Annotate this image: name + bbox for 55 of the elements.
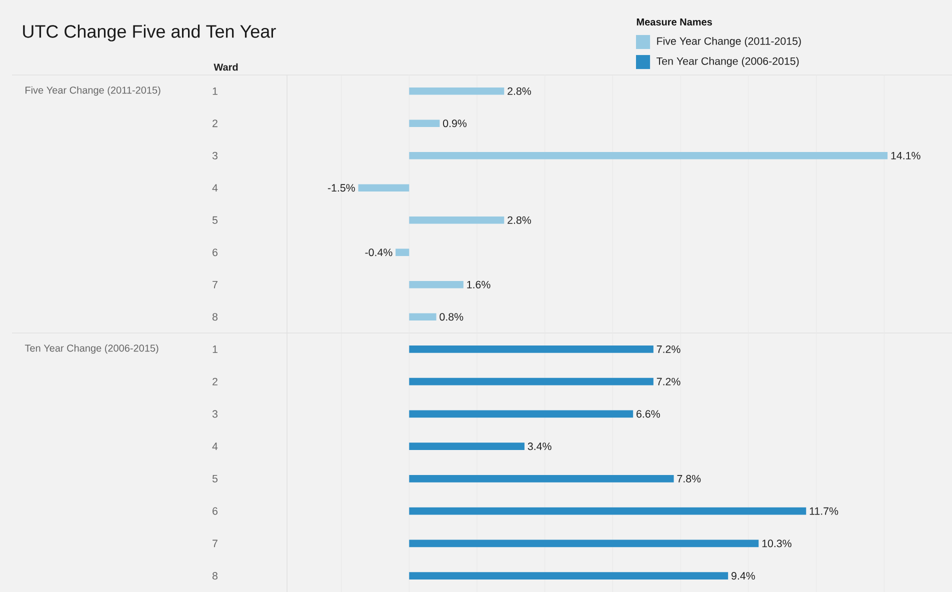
bar [409,216,504,224]
bar [409,475,674,482]
text: UTC Change Five and Ten Year [23,24,276,42]
y-tick-label: 3 [212,152,218,160]
data-label: 3.4% [528,442,552,450]
data-label: 9.4% [732,572,755,580]
bar [409,280,464,288]
data-label: -0.4% [365,248,392,256]
data-label: 7.2% [656,345,680,353]
data-label: 7.8% [677,474,701,482]
data-label: 10.3% [762,540,792,548]
legend-title: Measure Names [636,18,712,26]
y-tick-label: 8 [212,313,218,321]
y-tick-label: 7 [212,280,218,288]
bar [409,540,759,548]
data-label: 11.7% [810,507,838,515]
data-label: 0.8% [440,313,464,321]
y-tick-label: 4 [212,442,218,450]
data-label: 6.6% [636,410,660,418]
data-label: 2.8% [508,216,532,224]
bar [409,87,504,95]
y-tick-label: 1 [212,87,218,95]
y-tick-label: 6 [212,248,218,256]
bar [409,572,728,580]
bar [409,346,654,353]
y-tick-label: 5 [212,216,218,224]
data-label: 14.1% [891,152,920,160]
bar [409,378,654,386]
bar [409,152,888,160]
data-label: 7.2% [656,378,680,386]
data-label: 0.9% [443,120,467,128]
legend-label: Five Year Change (2011-2015) [657,37,801,47]
y-tick-label: 6 [212,507,218,515]
y-tick-label: 8 [212,572,218,580]
y-tick-label: 4 [212,184,218,192]
y-tick-label: 2 [212,120,218,128]
bar [358,184,410,192]
y-tick-label: 3 [212,410,218,418]
bar [409,507,806,515]
y-axis-title: Ward [214,63,238,71]
bar [396,248,410,256]
data-label: 2.8% [508,87,532,95]
y-tick-label: 7 [212,540,218,548]
y-tick-label: 2 [212,378,218,386]
data-label: 1.6% [467,280,490,288]
text: Five Year Change (2011-2015) [26,86,160,96]
bar [409,120,440,128]
y-tick-label: 1 [212,346,218,353]
bar [409,313,436,321]
y-tick-label: 5 [212,474,218,482]
text: Ten Year Change (2006-2015) [24,344,158,354]
bar [409,442,525,450]
data-label: -1.5% [328,184,355,192]
legend-label: Ten Year Change (2006-2015) [656,57,799,68]
bar [409,410,634,418]
